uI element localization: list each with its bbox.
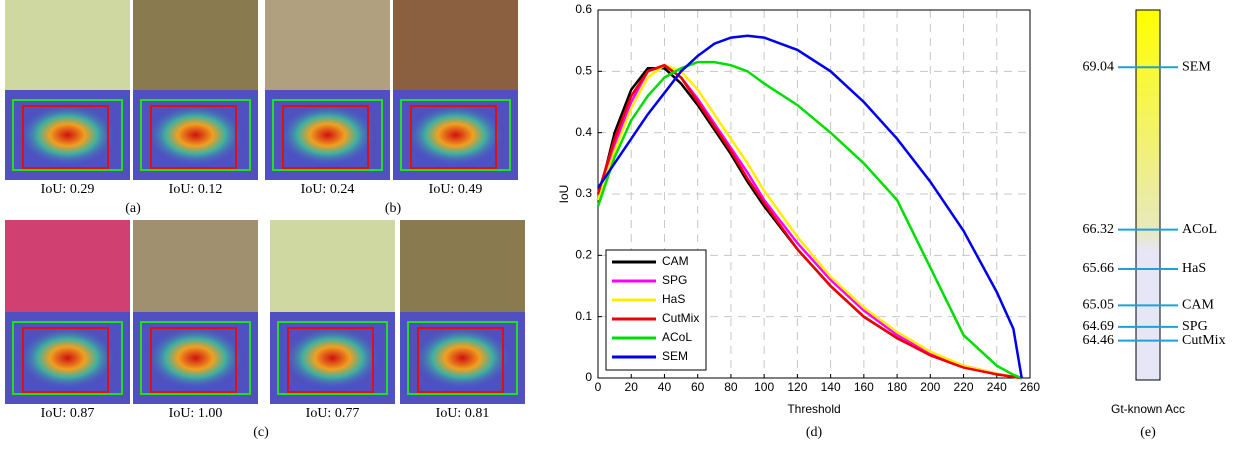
iou-caption: IoU: 0.49 [429,182,483,197]
scale-value: 66.32 [1083,222,1115,237]
photo [5,220,130,312]
photo [5,0,130,90]
pred-box [287,327,374,393]
pred-box [22,327,109,393]
x-tick-label: 220 [954,380,974,394]
heat-blob [277,103,378,167]
x-tick-label: 40 [658,380,672,394]
photo [265,0,390,90]
gt-box [400,99,511,171]
y-tick-label: 0.1 [575,309,592,323]
heat-blob [282,325,383,391]
legend-label: SEM [662,349,688,363]
x-tick-label: 80 [724,380,738,394]
gt-box [272,99,383,171]
series-line [596,60,1023,380]
heat-blob [145,103,246,167]
x-axis-label: Gt-known Acc [1111,402,1185,416]
x-tick-label: 60 [691,380,705,394]
iou-caption: IoU: 0.87 [41,406,95,421]
gt-box [12,321,123,395]
heat-blob [412,325,513,391]
legend-label: HaS [662,292,685,306]
x-tick-label: 100 [754,380,774,394]
iou-caption: IoU: 0.12 [169,182,223,197]
panel-label: (e) [1140,425,1156,440]
gt-box [140,99,251,171]
pred-box [22,105,109,169]
legend-label: CAM [662,254,689,268]
heat-blob [17,325,118,391]
gt-box [277,321,388,395]
pred-box [150,105,237,169]
panel-label: (a) [125,201,141,216]
photo [393,0,518,90]
pred-box [150,327,237,393]
y-tick-label: 0.2 [575,248,592,262]
legend-label: ACoL [662,330,692,344]
photo [400,220,525,312]
heat-blob [145,325,246,391]
x-tick-label: 160 [854,380,874,394]
x-tick-label: 200 [920,380,940,394]
y-tick-label: 0.4 [575,125,592,139]
scale-method: CutMix [1182,333,1226,348]
x-tick-label: 140 [821,380,841,394]
iou-caption: IoU: 0.77 [306,406,360,421]
x-tick-label: 120 [787,380,807,394]
x-tick-label: 0 [595,380,602,394]
photo [270,220,395,312]
scale-method: ACoL [1182,222,1217,237]
series-line [596,63,1022,380]
heat-blob [405,103,506,167]
y-tick-label: 0.5 [575,64,592,78]
scale-value: 64.69 [1083,319,1115,334]
scale-method: CAM [1182,298,1214,313]
scale-method: HaS [1182,261,1206,276]
panel-label: (c) [253,425,269,440]
scale-value: 64.46 [1083,333,1115,348]
series-line [596,34,1023,379]
legend-box [605,249,707,371]
iou-caption: IoU: 0.29 [41,182,95,197]
color-bar [1135,9,1161,381]
legend-label: CutMix [662,311,699,325]
series-line [596,63,1022,380]
scale-method: SEM [1182,60,1211,75]
panel-label: (d) [806,425,823,440]
photo [133,0,258,90]
legend-label: SPG [662,273,687,287]
panel-label: (b) [385,201,402,216]
x-tick-label: 180 [887,380,907,394]
pred-box [417,327,504,393]
x-axis-label: Threshold [787,402,840,416]
gt-box [140,321,251,395]
y-axis-label: IoU [557,185,571,204]
scale-method: SPG [1182,319,1208,334]
pred-box [282,105,369,169]
iou-caption: IoU: 0.24 [301,182,355,197]
pred-box [410,105,497,169]
x-tick-label: 260 [1020,380,1040,394]
y-tick-label: 0 [585,370,592,384]
y-tick-label: 0.6 [575,2,592,16]
scale-value: 65.66 [1083,261,1115,276]
gt-box [12,99,123,171]
iou-caption: IoU: 0.81 [436,406,490,421]
x-tick-label: 240 [987,380,1007,394]
photo [133,220,258,312]
x-tick-label: 20 [625,380,639,394]
scale-value: 69.04 [1083,60,1115,75]
heat-blob [17,103,118,167]
scale-value: 65.05 [1083,298,1115,313]
iou-caption: IoU: 1.00 [169,406,223,421]
gt-box [407,321,518,395]
y-tick-label: 0.3 [575,186,592,200]
